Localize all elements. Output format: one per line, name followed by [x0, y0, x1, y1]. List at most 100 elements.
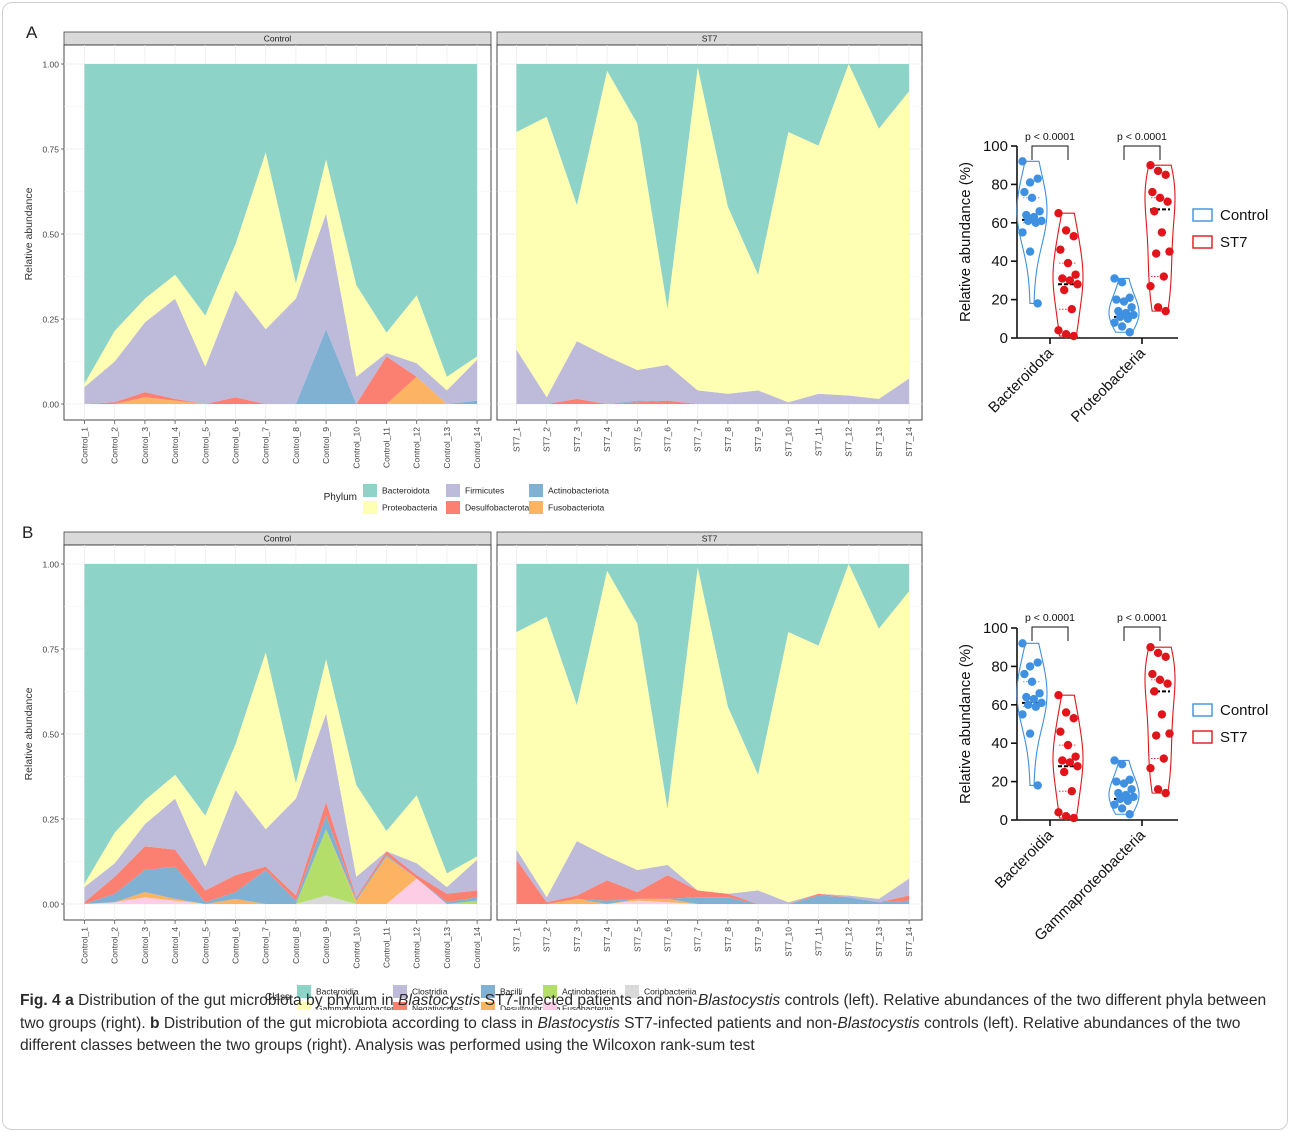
caption-part: Blastocystis: [397, 992, 481, 1009]
data-point-st7: [1058, 756, 1067, 765]
data-point-control: [1117, 804, 1127, 813]
legend-swatch: [481, 985, 495, 998]
legend-entry: Coriobacteriia: [644, 987, 697, 997]
data-point-st7: [1153, 785, 1163, 794]
area-bacteroidia: [84, 564, 478, 884]
data-point-control: [1029, 694, 1039, 704]
data-point-st7: [1163, 679, 1172, 688]
significance-bracket: [1031, 145, 1069, 160]
x-tick-label: Control_10: [351, 427, 361, 469]
x-tick-label: Control_7: [261, 427, 271, 464]
x-tick-label: ST7_5: [632, 927, 642, 952]
x-tick-label: ST7_13: [874, 927, 884, 957]
legend-swatch: [363, 484, 377, 497]
data-point-control: [1025, 662, 1035, 671]
legend-entry: Firmicutes: [465, 486, 504, 496]
data-point-st7: [1153, 166, 1163, 176]
x-tick-label: Proteobacteria: [1068, 344, 1149, 425]
data-point-st7: [1061, 811, 1071, 821]
caption-body: a Distribution of the gut microbiota by …: [20, 992, 1266, 1054]
legend-swatch: [446, 501, 460, 514]
violin-control: [1108, 277, 1140, 333]
x-tick-label: Control_6: [231, 927, 241, 964]
x-tick-label: ST7_6: [663, 427, 673, 452]
data-point-control: [1116, 312, 1125, 322]
legend-swatch: [625, 985, 639, 998]
y-tick-label: 0.75: [42, 645, 59, 655]
caption-part: ST7-infected patients and non-: [619, 1014, 838, 1032]
panel-label-b: B: [22, 523, 33, 542]
data-point-control: [1031, 218, 1041, 227]
data-point-st7: [1159, 754, 1169, 763]
legend-entry: Actinobacteriota: [548, 486, 609, 496]
data-point-control: [1033, 781, 1042, 790]
area-proteobacteria: [516, 64, 910, 403]
legend-swatch: [543, 1002, 557, 1010]
area-desulfobacterota: [84, 356, 478, 404]
x-tick-label: Control_12: [412, 927, 422, 969]
data-point-st7: [1146, 281, 1155, 291]
data-point-control: [1025, 178, 1035, 187]
legend-entry: Desulfovibrionia: [500, 1004, 561, 1011]
x-tick-label: Control_4: [170, 927, 180, 964]
data-point-control: [1110, 274, 1119, 283]
legend-entry: ST7: [1220, 234, 1248, 251]
data-point-control: [1112, 295, 1121, 304]
x-tick-label: Control_11: [382, 927, 392, 968]
legend-swatch: [393, 1002, 407, 1010]
data-point-control: [1033, 658, 1042, 667]
x-tick-label: ST7_6: [663, 927, 673, 952]
x-tick-label: Control_2: [110, 427, 120, 464]
data-point-control: [1020, 187, 1029, 197]
data-point-st7: [1161, 306, 1170, 316]
caption-part: ST7-infected patients and non-: [480, 992, 698, 1009]
data-point-st7: [1060, 285, 1069, 295]
legend-entry: Bacilli: [500, 987, 522, 997]
x-tick-label: Control_3: [140, 927, 150, 964]
data-point-control: [1110, 756, 1119, 765]
area-gammaproteobacteria: [84, 652, 478, 887]
y-axis-label: Relative abundance (%): [957, 162, 974, 322]
y-tick-label: 80: [991, 658, 1008, 675]
legend-entry: Negativicutes: [412, 1004, 463, 1011]
caption-part: Distribution of the gut microbiota accor…: [159, 1014, 538, 1032]
legend-entry: Gammaproteobacteria: [316, 1004, 401, 1011]
area-bacilli: [516, 895, 910, 904]
caption-part: Blastocystis: [697, 992, 781, 1009]
x-tick-label: ST7_8: [723, 927, 733, 952]
legend-swatch: [446, 484, 460, 497]
data-point-control: [1018, 710, 1027, 719]
x-tick-label: Control_13: [442, 427, 452, 469]
x-tick-label: ST7_12: [844, 427, 854, 457]
x-tick-label: ST7_12: [844, 927, 854, 957]
area-bacilli: [84, 815, 478, 904]
data-point-control: [1018, 157, 1027, 166]
data-point-st7: [1157, 710, 1167, 719]
x-tick-label: Control_3: [140, 427, 150, 464]
data-point-st7: [1152, 249, 1161, 258]
y-tick-label: 100: [983, 138, 1008, 155]
x-tick-label: ST7_3: [572, 427, 582, 452]
y-tick-label: 20: [991, 292, 1008, 309]
facet-st7: ST7 ST7_1 ST7_2 ST7_3 ST7_4 ST7_5 ST7_6 ST7_7 ST…: [496, 31, 923, 457]
facet-control: Control Control_1 Control_2 Control_3 Contro…: [63, 31, 492, 469]
area-desulfobacterota: [516, 398, 910, 404]
area-negativicutes: [516, 859, 910, 904]
x-tick-label: ST7_10: [783, 427, 793, 457]
x-tick-label: ST7_14: [904, 927, 914, 957]
data-point-st7: [1069, 232, 1078, 241]
legend-swatch: [297, 985, 311, 998]
legend-entry: ST7: [1220, 729, 1248, 746]
data-point-control: [1117, 760, 1127, 769]
data-point-st7: [1153, 303, 1163, 312]
significance-bracket: [1123, 145, 1161, 160]
figure-caption: Fig. 4 a Distribution of the gut microbi…: [20, 990, 1270, 1058]
violin-chart-b-right: 0 20 40 60 80 100 Relative abundance (%) Bacter…: [957, 612, 1268, 944]
data-point-st7: [1163, 197, 1172, 206]
facet-control: Control Control_1 Control_2 Control_3 Contro…: [63, 531, 492, 969]
facet-st7: ST7 ST7_1 ST7_2 ST7_3 ST7_4 ST7_5 ST7_6 ST7_7 ST…: [496, 531, 923, 957]
data-point-st7: [1069, 331, 1078, 341]
data-point-st7: [1054, 808, 1063, 817]
caption-part: b: [150, 1014, 160, 1032]
legend-swatch: [297, 1002, 311, 1010]
